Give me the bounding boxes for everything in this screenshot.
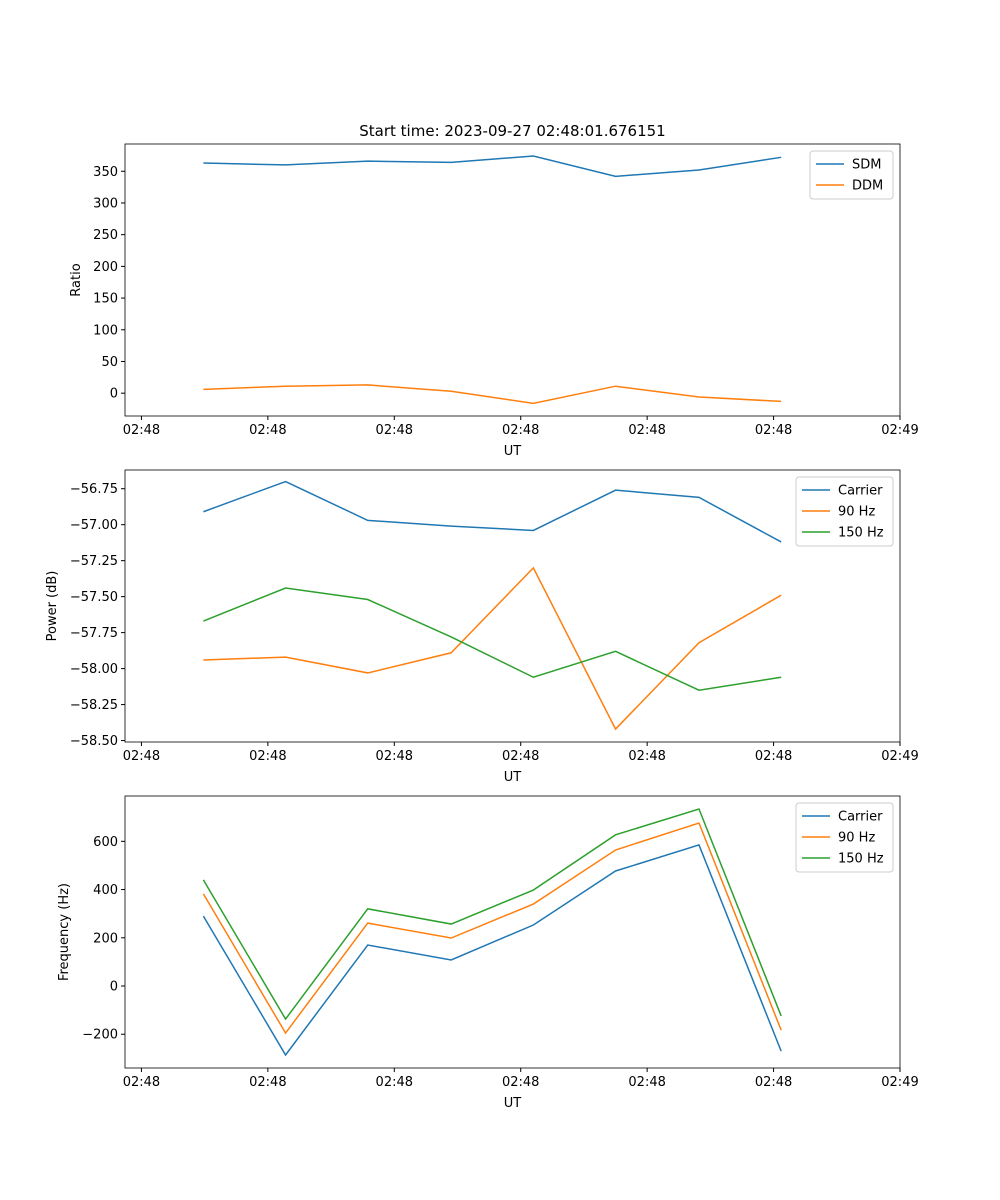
x-tick-label: 02:48 [249,1075,286,1090]
legend: Carrier 90 Hz 150 Hz [795,802,894,873]
axes-frame [124,143,901,417]
series-line-ddm [203,384,782,405]
subplot-1: 02:48 02:48 02:48 02:48 02:48 02:48 02:49 0 50 10… [69,122,919,459]
legend-label: Carrier [838,810,883,825]
legend-box [809,150,894,200]
series-line-150-hz [202,808,782,1021]
legend-label: 150 Hz [838,526,884,541]
legend-box [795,802,894,873]
legend-label: DDM [852,179,883,194]
x-tick-label: 02:49 [881,1075,918,1090]
legend-box [795,476,894,547]
series-line-sdm [203,155,782,178]
y-tick-label: 0 [110,387,118,402]
y-tick-label: −56.75 [70,482,118,497]
x-axis-label: UT [504,1096,522,1111]
x-tick-label: 02:48 [628,423,665,438]
x-tick-label: 02:49 [881,423,918,438]
y-tick-label: −57.75 [70,626,118,641]
x-tick-label: 02:48 [502,423,539,438]
legend-label: Carrier [838,484,883,499]
x-tick-label: 02:48 [123,749,160,764]
y-axis-label: Power (dB) [45,571,60,642]
legend: SDM DDM [809,150,894,200]
chart-title: Start time: 2023-09-27 02:48:01.676151 [359,122,665,140]
legend-label: SDM [852,158,881,173]
series-line-carrier [202,844,782,1057]
series-line-150-hz [203,587,782,691]
subplot-2: 02:48 02:48 02:48 02:48 02:48 02:48 02:49 −58.5… [45,469,919,785]
legend: Carrier 90 Hz 150 Hz [795,476,894,547]
series-line-90-hz [203,566,782,731]
y-tick-label: 400 [93,883,118,898]
x-tick-label: 02:48 [376,423,413,438]
y-axis-label: Frequency (Hz) [57,883,72,981]
x-tick-label: 02:48 [628,749,665,764]
x-tick-label: 02:48 [502,1075,539,1090]
y-tick-label: −57.50 [70,590,118,605]
y-tick-label: 200 [93,931,118,946]
x-axis-label: UT [504,770,522,785]
series-line-carrier [203,480,782,543]
y-tick-label: −58.50 [70,734,118,749]
series-line-90-hz [202,822,782,1035]
x-tick-label: 02:48 [755,1075,792,1090]
x-tick-label: 02:48 [123,1075,160,1090]
axes-frame [124,795,901,1069]
y-tick-label: 100 [93,323,118,338]
y-tick-label: −58.25 [70,698,118,713]
x-tick-label: 02:48 [249,749,286,764]
y-tick-label: −58.00 [70,662,118,677]
x-tick-label: 02:48 [376,1075,413,1090]
axes-frame [124,469,901,743]
x-tick-label: 02:48 [376,749,413,764]
legend-label: 90 Hz [838,831,875,846]
x-tick-label: 02:49 [881,749,918,764]
x-tick-label: 02:48 [123,423,160,438]
y-tick-label: 150 [93,292,118,307]
y-tick-label: 300 [93,196,118,211]
x-tick-label: 02:48 [502,749,539,764]
y-tick-label: 200 [93,260,118,275]
y-tick-label: −200 [82,1028,118,1043]
legend-label: 150 Hz [838,852,884,867]
x-tick-label: 02:48 [249,423,286,438]
y-tick-label: 50 [101,355,118,370]
subplot-3: 02:48 02:48 02:48 02:48 02:48 02:48 02:49 −200 0… [57,795,919,1111]
y-tick-label: 0 [110,980,118,995]
y-tick-label: 250 [93,228,118,243]
legend-label: 90 Hz [838,505,875,520]
y-tick-label: −57.00 [70,518,118,533]
x-tick-label: 02:48 [755,423,792,438]
x-tick-label: 02:48 [755,749,792,764]
y-axis-label: Ratio [69,263,84,296]
x-tick-label: 02:48 [628,1075,665,1090]
x-axis-label: UT [504,444,522,459]
y-tick-label: 600 [93,835,118,850]
y-tick-label: 350 [93,165,118,180]
y-tick-label: −57.25 [70,554,118,569]
